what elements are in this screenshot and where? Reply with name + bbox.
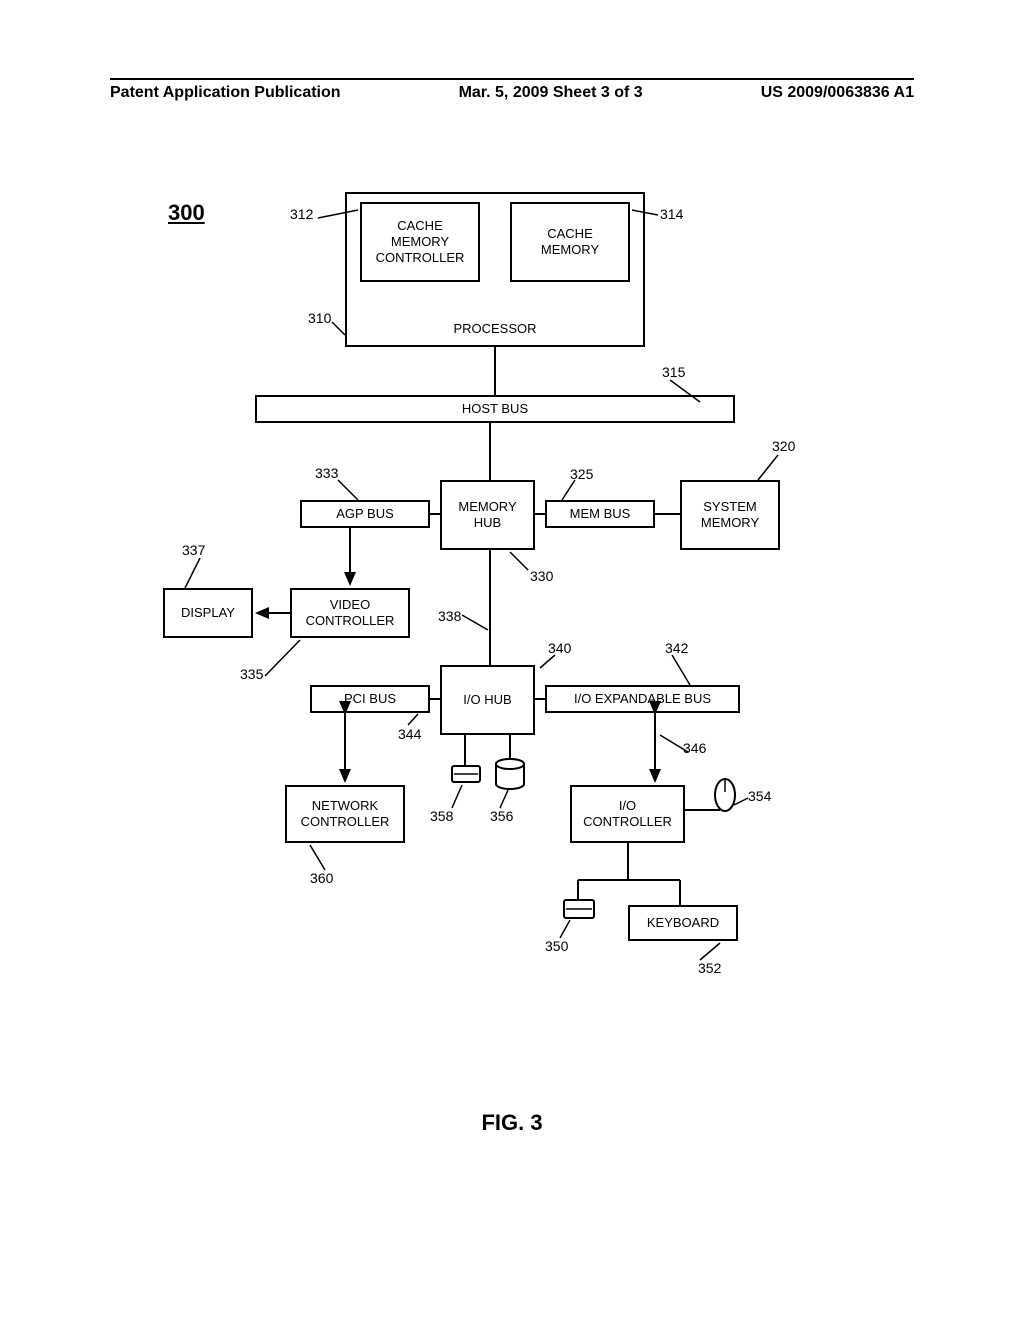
keyboard-label: KEYBOARD — [647, 915, 719, 931]
ref-335: 335 — [240, 666, 263, 682]
pci-bus-label: PCI BUS — [344, 691, 396, 707]
ref-320: 320 — [772, 438, 795, 454]
ref-310: 310 — [308, 310, 331, 326]
ref-337: 337 — [182, 542, 205, 558]
ref-350: 350 — [545, 938, 568, 954]
header-center: Mar. 5, 2009 Sheet 3 of 3 — [459, 84, 643, 102]
host-bus-box: HOST BUS — [255, 395, 735, 423]
host-bus-label: HOST BUS — [462, 401, 528, 417]
ref-352: 352 — [698, 960, 721, 976]
ref-342: 342 — [665, 640, 688, 656]
ref-358: 358 — [430, 808, 453, 824]
agp-bus-box: AGP BUS — [300, 500, 430, 528]
system-memory-box: SYSTEM MEMORY — [680, 480, 780, 550]
network-controller-box: NETWORK CONTROLLER — [285, 785, 405, 843]
io-controller-label: I/O CONTROLLER — [583, 798, 672, 831]
network-controller-label: NETWORK CONTROLLER — [301, 798, 390, 831]
video-controller-box: VIDEO CONTROLLER — [290, 588, 410, 638]
mem-bus-label: MEM BUS — [570, 506, 631, 522]
figure-caption: FIG. 3 — [0, 1110, 1024, 1136]
ref-315: 315 — [662, 364, 685, 380]
io-exp-bus-box: I/O EXPANDABLE BUS — [545, 685, 740, 713]
io-hub-box: I/O HUB — [440, 665, 535, 735]
ref-330: 330 — [530, 568, 553, 584]
page-header: Patent Application Publication Mar. 5, 2… — [110, 78, 914, 102]
agp-bus-label: AGP BUS — [336, 506, 394, 522]
processor-label: PROCESSOR — [453, 321, 536, 337]
pci-bus-box: PCI BUS — [310, 685, 430, 713]
memory-hub-box: MEMORY HUB — [440, 480, 535, 550]
ref-325: 325 — [570, 466, 593, 482]
cache-controller-label: CACHE MEMORY CONTROLLER — [376, 218, 465, 267]
ref-340: 340 — [548, 640, 571, 656]
video-controller-label: VIDEO CONTROLLER — [306, 597, 395, 630]
ref-314: 314 — [660, 206, 683, 222]
display-label: DISPLAY — [181, 605, 235, 621]
cache-memory-label: CACHE MEMORY — [541, 226, 599, 259]
ref-356: 356 — [490, 808, 513, 824]
header-right: US 2009/0063836 A1 — [761, 84, 914, 102]
display-box: DISPLAY — [163, 588, 253, 638]
ref-360: 360 — [310, 870, 333, 886]
io-exp-bus-label: I/O EXPANDABLE BUS — [574, 691, 711, 707]
cache-controller-box: CACHE MEMORY CONTROLLER — [360, 202, 480, 282]
memory-hub-label: MEMORY HUB — [458, 499, 516, 532]
block-diagram: 300 PROCESSOR CACHE MEMORY CONTROLLER CA… — [0, 170, 1024, 1070]
ref-346: 346 — [683, 740, 706, 756]
ref-338: 338 — [438, 608, 461, 624]
cache-memory-box: CACHE MEMORY — [510, 202, 630, 282]
ref-312: 312 — [290, 206, 313, 222]
io-hub-label: I/O HUB — [463, 692, 511, 708]
system-memory-label: SYSTEM MEMORY — [701, 499, 759, 532]
ref-354: 354 — [748, 788, 771, 804]
system-number: 300 — [168, 200, 205, 226]
ref-344: 344 — [398, 726, 421, 742]
mem-bus-box: MEM BUS — [545, 500, 655, 528]
ref-333: 333 — [315, 465, 338, 481]
io-controller-box: I/O CONTROLLER — [570, 785, 685, 843]
header-left: Patent Application Publication — [110, 84, 341, 102]
keyboard-box: KEYBOARD — [628, 905, 738, 941]
